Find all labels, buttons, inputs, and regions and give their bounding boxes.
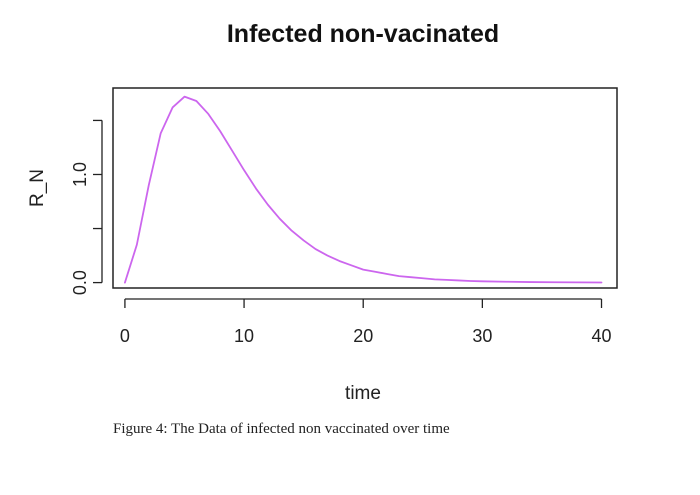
y-axis-label: R_N [27, 169, 48, 207]
x-axis-label: time [345, 383, 381, 404]
y-axis: 0.0 1.0 [70, 119, 103, 295]
plot-box [112, 87, 618, 289]
x-tick-label: 20 [353, 326, 373, 346]
chart-title: Infected non-vacinated [227, 20, 499, 48]
figure-caption: Figure 4: The Data of infected non vacci… [113, 421, 450, 437]
x-tick-label: 30 [472, 326, 492, 346]
y-tick-label: 0.0 [70, 270, 90, 295]
y-tick-label: 1.0 [70, 162, 90, 187]
x-tick-label: 10 [234, 326, 254, 346]
x-tick-label: 40 [591, 326, 611, 346]
x-tick-label: 0 [120, 326, 130, 346]
series-line-r-n [124, 95, 603, 284]
x-axis: 0 10 20 30 40 [120, 298, 612, 346]
